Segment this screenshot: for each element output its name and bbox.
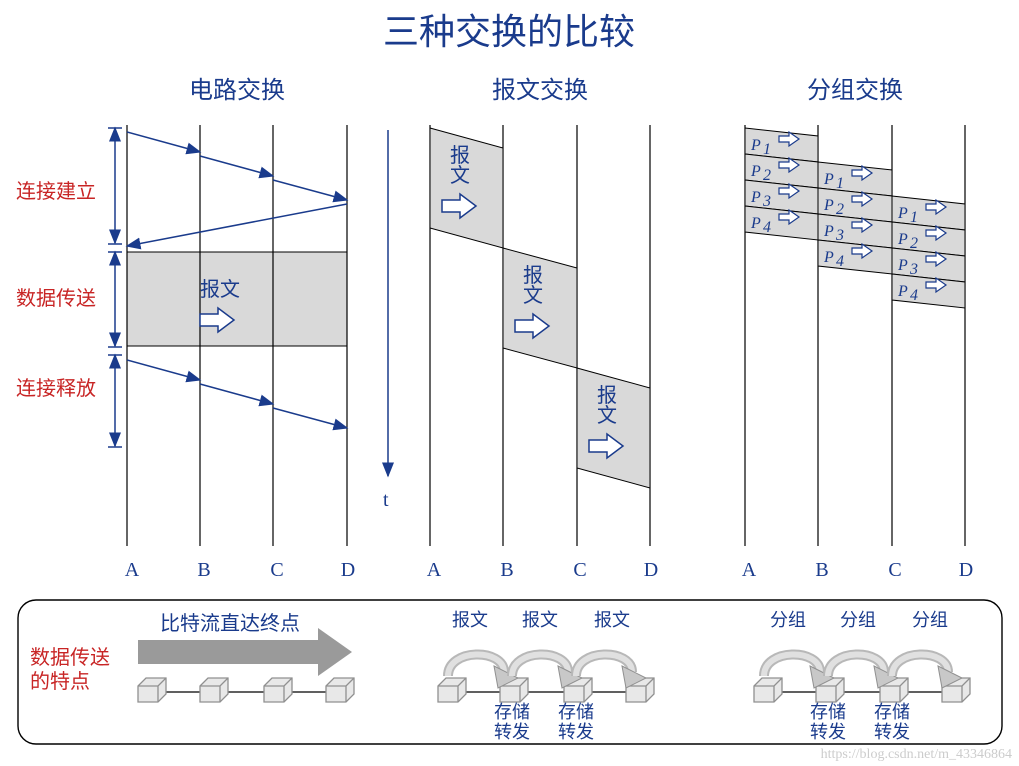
msg-node-c: C xyxy=(573,559,586,581)
bottom-circuit-desc: 比特流直达终点 xyxy=(160,612,300,635)
svg-text:3: 3 xyxy=(835,227,844,244)
svg-text:P: P xyxy=(823,223,834,240)
svg-text:1: 1 xyxy=(910,209,918,226)
svg-text:3: 3 xyxy=(762,193,771,210)
svg-text:P: P xyxy=(750,137,761,154)
main-title: 三种交换的比较 xyxy=(383,12,635,52)
pkt-node-c: C xyxy=(888,559,901,581)
pkt-node-d: D xyxy=(959,559,973,581)
msg-node-b: B xyxy=(500,559,513,581)
svg-text:P: P xyxy=(750,215,761,232)
msg-block1-l2: 文 xyxy=(450,164,470,187)
svg-text:转发: 转发 xyxy=(874,722,910,742)
svg-text:1: 1 xyxy=(763,141,771,158)
svg-text:2: 2 xyxy=(836,201,844,218)
msg-block2-l1: 报 xyxy=(523,264,543,287)
time-label: t xyxy=(383,489,389,511)
pkt-node-a: A xyxy=(742,559,757,581)
svg-text:4: 4 xyxy=(763,219,771,236)
diagram-svg: 三种交换的比较 电路交换 报文交换 分组交换 A B C D 报文 xyxy=(0,0,1019,766)
svg-text:分组: 分组 xyxy=(770,610,806,630)
svg-text:1: 1 xyxy=(836,175,844,192)
svg-text:P: P xyxy=(897,205,908,222)
svg-text:存储: 存储 xyxy=(810,702,846,722)
svg-text:报文: 报文 xyxy=(522,610,558,630)
svg-text:分组: 分组 xyxy=(840,610,876,630)
circuit-node-a: A xyxy=(125,559,140,581)
svg-text:4: 4 xyxy=(910,287,918,304)
svg-text:报文: 报文 xyxy=(594,610,630,630)
svg-text:P: P xyxy=(750,189,761,206)
svg-text:存储: 存储 xyxy=(874,702,910,722)
bottom-title1: 数据传送 xyxy=(30,646,110,669)
circuit-node-d: D xyxy=(341,559,355,581)
packet-subtitle: 分组交换 xyxy=(807,77,903,104)
svg-text:P: P xyxy=(823,197,834,214)
circuit-node-c: C xyxy=(270,559,283,581)
packet-panel: A B C D P1P2P3P4 P1P2P3P4 P1P2P3P4 xyxy=(742,125,973,581)
svg-text:分组: 分组 xyxy=(912,610,948,630)
msg-block2-l2: 文 xyxy=(523,284,543,307)
svg-text:P: P xyxy=(750,163,761,180)
msg-block1-l1: 报 xyxy=(450,144,470,167)
watermark: https://blog.csdn.net/m_43346864 xyxy=(821,747,1012,762)
svg-text:P: P xyxy=(897,231,908,248)
bottom-title2: 的特点 xyxy=(30,670,90,693)
big-grey-arrow-icon xyxy=(138,628,352,676)
message-panel: A B C D 报 文 报 文 报 文 xyxy=(427,125,658,581)
svg-text:P: P xyxy=(897,257,908,274)
svg-text:4: 4 xyxy=(836,253,844,270)
svg-text:2: 2 xyxy=(763,167,771,184)
message-subtitle: 报文交换 xyxy=(492,77,588,104)
svg-text:存储: 存储 xyxy=(558,702,594,722)
circuit-panel: A B C D 报文 连接建立 数据传送 连接释放 xyxy=(16,125,355,581)
svg-text:2: 2 xyxy=(910,235,918,252)
phase-release: 连接释放 xyxy=(16,377,96,400)
svg-text:转发: 转发 xyxy=(494,722,530,742)
phase-data: 数据传送 xyxy=(16,287,96,310)
msg-block3-l2: 文 xyxy=(597,404,617,427)
svg-text:P: P xyxy=(823,249,834,266)
svg-text:转发: 转发 xyxy=(558,722,594,742)
phase-setup: 连接建立 xyxy=(16,180,96,203)
msg-block3-l1: 报 xyxy=(597,384,617,407)
svg-text:报文: 报文 xyxy=(452,610,488,630)
msg-node-a: A xyxy=(427,559,442,581)
bottom-box: 数据传送 的特点 比特流直达终点 报文 报文 报文 存储 转发 存储 转发 分组… xyxy=(18,600,1002,744)
circuit-msg-label: 报文 xyxy=(200,278,240,301)
pkt-node-b: B xyxy=(815,559,828,581)
svg-text:P: P xyxy=(823,171,834,188)
svg-text:存储: 存储 xyxy=(494,702,530,722)
msg-node-d: D xyxy=(644,559,658,581)
svg-text:转发: 转发 xyxy=(810,722,846,742)
circuit-subtitle: 电路交换 xyxy=(189,77,285,104)
diagram-root: 三种交换的比较 电路交换 报文交换 分组交换 A B C D 报文 xyxy=(0,0,1019,766)
svg-text:P: P xyxy=(897,283,908,300)
circuit-node-b: B xyxy=(197,559,210,581)
svg-text:3: 3 xyxy=(909,261,918,278)
